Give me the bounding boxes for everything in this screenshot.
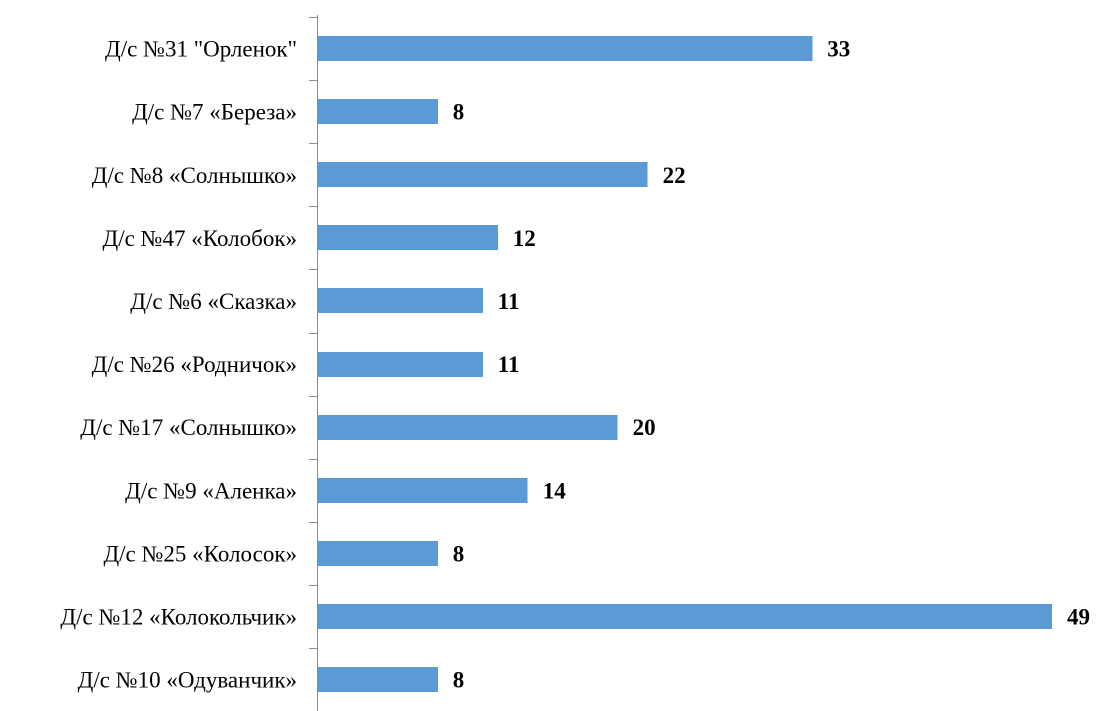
value-label: 33 [827,37,850,62]
bar [318,415,618,440]
bar [318,225,498,250]
value-label: 11 [498,352,520,377]
category-label: Д/с №7 «Береза» [132,100,297,125]
value-label: 8 [453,541,465,566]
value-label: 20 [633,415,656,440]
category-label: Д/с №47 «Колобок» [103,226,297,251]
category-axis [309,15,318,711]
bars-layer [318,36,1052,692]
value-label: 12 [513,226,536,251]
bar [318,99,438,124]
bar [318,667,438,692]
value-label: 8 [453,668,465,693]
category-label: Д/с №26 «Родничок» [92,352,297,377]
bar [318,604,1052,629]
category-label: Д/с №9 «Аленка» [125,478,297,503]
bar [318,162,648,187]
category-label: Д/с №6 «Сказка» [130,289,297,314]
value-label: 49 [1067,604,1090,629]
category-label: Д/с №8 «Солнышко» [92,163,297,188]
bar [318,541,438,566]
bar [318,352,483,377]
bar [318,36,813,61]
category-label: Д/с №31 "Орленок" [105,37,297,62]
labels-layer: 33 Д/с №31 "Орленок" 8 Д/с №7 «Береза» 22 Д/с… [60,37,1090,693]
value-label: 8 [453,100,465,125]
value-label: 14 [543,478,567,503]
bar [318,478,528,503]
category-label: Д/с №17 «Солнышко» [80,415,297,440]
bar [318,288,483,313]
value-label: 11 [498,289,520,314]
value-label: 22 [663,163,686,188]
category-label: Д/с №10 «Одуванчик» [78,668,297,693]
category-label: Д/с №25 «Колосок» [103,541,297,566]
category-label: Д/с №12 «Колокольчик» [60,604,297,629]
